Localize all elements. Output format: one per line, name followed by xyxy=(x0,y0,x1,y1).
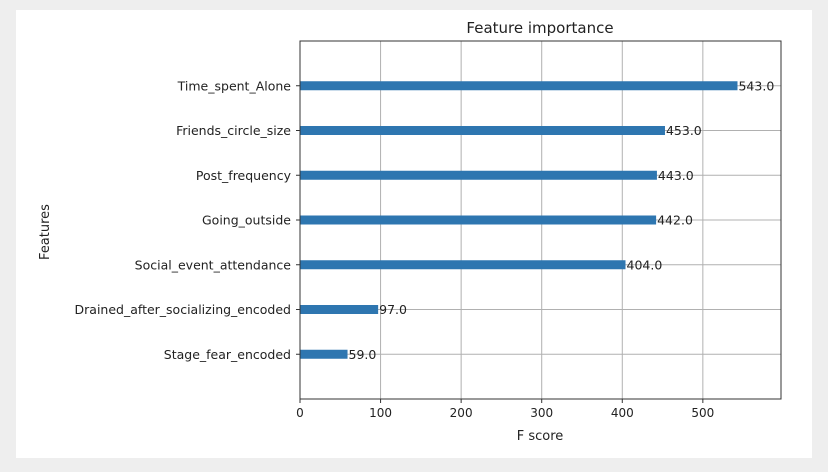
data-label: 97.0 xyxy=(379,302,407,317)
data-label: 442.0 xyxy=(657,213,693,228)
x-tick-label: 400 xyxy=(611,406,634,420)
y-tick-labels: Time_spent_Alone Friends_circle_size Post_… xyxy=(75,78,300,362)
x-tick-label: 100 xyxy=(369,406,392,420)
bar xyxy=(300,349,348,359)
bar xyxy=(300,305,379,314)
y-tick-label: Post_frequency xyxy=(196,168,292,183)
bar xyxy=(300,260,626,270)
chart-panel: Time_spent_Alone Friends_circle_size Post_… xyxy=(16,10,812,458)
data-label: 543.0 xyxy=(738,78,774,93)
y-tick-label: Friends_circle_size xyxy=(176,123,291,138)
feature-importance-chart: Time_spent_Alone Friends_circle_size Post_… xyxy=(38,19,782,444)
x-axis-label: F score xyxy=(517,429,564,444)
x-tick-label: 200 xyxy=(450,406,473,420)
x-tick-label: 300 xyxy=(530,406,553,420)
bar xyxy=(300,170,657,180)
y-tick-label: Stage_fear_encoded xyxy=(164,347,291,362)
y-axis-label: Features xyxy=(38,204,53,260)
y-tick-label: Social_event_attendance xyxy=(135,257,292,272)
chart-title: Feature importance xyxy=(466,19,613,37)
x-tick-label: 0 xyxy=(296,406,304,420)
x-tick-labels: 0 100 200 300 400 500 xyxy=(296,399,714,420)
bar xyxy=(300,126,665,135)
y-tick-label: Going_outside xyxy=(202,213,291,228)
data-label: 59.0 xyxy=(349,347,377,362)
data-label: 443.0 xyxy=(658,168,694,183)
y-tick-label: Drained_after_socializing_encoded xyxy=(75,302,291,317)
data-labels: 543.0 453.0 443.0 442.0 404.0 97.0 59.0 xyxy=(349,78,775,362)
data-label: 404.0 xyxy=(627,257,663,272)
bar xyxy=(300,81,738,91)
x-tick-label: 500 xyxy=(691,406,714,420)
bars xyxy=(300,81,738,359)
data-label: 453.0 xyxy=(666,123,702,138)
bar xyxy=(300,215,657,225)
y-tick-label: Time_spent_Alone xyxy=(177,78,292,93)
